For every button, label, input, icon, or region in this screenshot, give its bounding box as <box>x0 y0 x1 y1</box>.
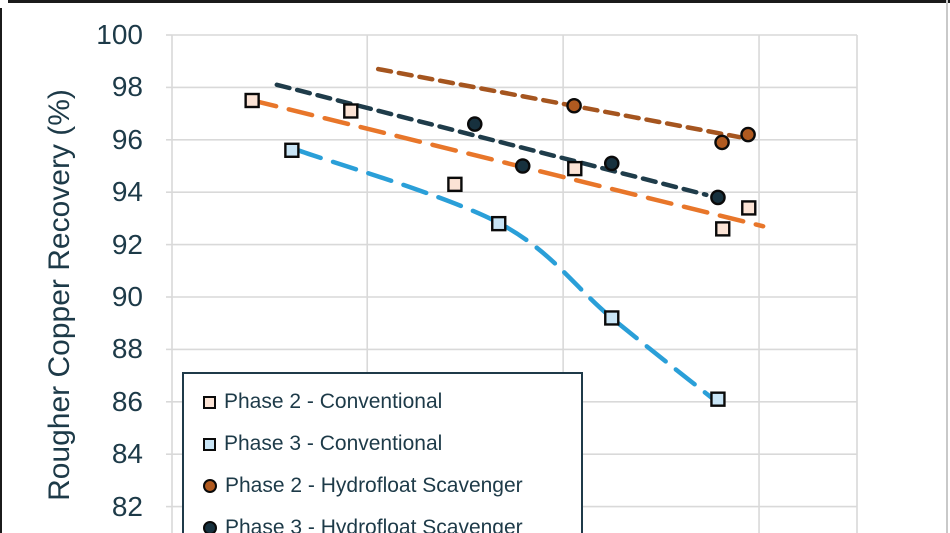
data-point-phase-2-conventional <box>715 221 731 237</box>
data-point-phase-2-conventional <box>741 200 757 216</box>
data-point-phase-3-hydrofloat-scavenger <box>466 116 483 132</box>
data-point-phase-3-hydrofloat-scavenger <box>514 158 531 174</box>
legend-item-label: Phase 3 - Conventional <box>224 432 443 455</box>
trendline-phase-2-conventional <box>250 98 766 229</box>
data-point-phase-2-conventional <box>244 92 260 109</box>
legend-marker-circle-icon <box>203 479 217 493</box>
legend-item: Phase 2 - Conventional <box>203 381 581 423</box>
y-tick-label: 92 <box>111 228 143 260</box>
data-point-phase-3-conventional <box>491 215 507 232</box>
y-tick-label: 90 <box>111 281 143 312</box>
y-tick-label: 82 <box>111 490 143 522</box>
data-point-phase-3-hydrofloat-scavenger <box>710 189 726 206</box>
y-tick-label: 86 <box>111 385 143 417</box>
legend-item: Phase 2 - Hydrofloat Scavenger <box>203 465 581 507</box>
data-point-phase-3-conventional <box>284 142 300 158</box>
data-point-phase-2-conventional <box>447 176 463 193</box>
y-tick-label: 98 <box>111 71 143 103</box>
trendline-phase-3-hydrofloat-scavenger <box>274 82 709 198</box>
legend-item: Phase 3 - Conventional <box>203 423 581 465</box>
y-tick-label: 100 <box>96 19 143 50</box>
legend-marker-square-icon <box>203 437 216 451</box>
y-tick-label: 88 <box>111 333 143 365</box>
legend-item-label: Phase 2 - Conventional <box>224 390 443 413</box>
y-tick-label: 84 <box>111 438 143 470</box>
data-point-phase-3-hydrofloat-scavenger <box>603 155 620 172</box>
y-tick-label: 94 <box>111 176 143 208</box>
data-point-phase-2-hydrofloat-scavenger <box>714 134 730 151</box>
legend-item-label: Phase 3 - Hydrofloat Scavenger <box>225 516 523 533</box>
screenshot-left-edge <box>0 8 2 533</box>
data-point-phase-2-conventional <box>343 103 359 119</box>
screenshot-top-edge <box>8 0 950 3</box>
legend-marker-circle-icon <box>203 521 217 533</box>
legend-item: Phase 3 - Hydrofloat Scavenger <box>203 507 581 533</box>
data-point-phase-2-hydrofloat-scavenger <box>566 97 582 114</box>
screenshot-right-edge <box>946 0 948 533</box>
data-point-phase-2-hydrofloat-scavenger <box>740 126 756 143</box>
data-point-phase-2-conventional <box>567 160 583 177</box>
legend-marker-square-icon <box>203 395 216 409</box>
data-point-phase-3-conventional <box>710 391 726 407</box>
trendline-phase-2-hydrofloat-scavenger <box>375 66 743 140</box>
y-tick-label: 96 <box>111 123 143 155</box>
trendline-phase-3-conventional <box>295 148 723 407</box>
data-point-phase-3-conventional <box>604 310 620 326</box>
chart-legend: Phase 2 - Conventional Phase 3 - Conventi… <box>182 372 583 533</box>
legend-item-label: Phase 2 - Hydrofloat Scavenger <box>225 474 523 497</box>
